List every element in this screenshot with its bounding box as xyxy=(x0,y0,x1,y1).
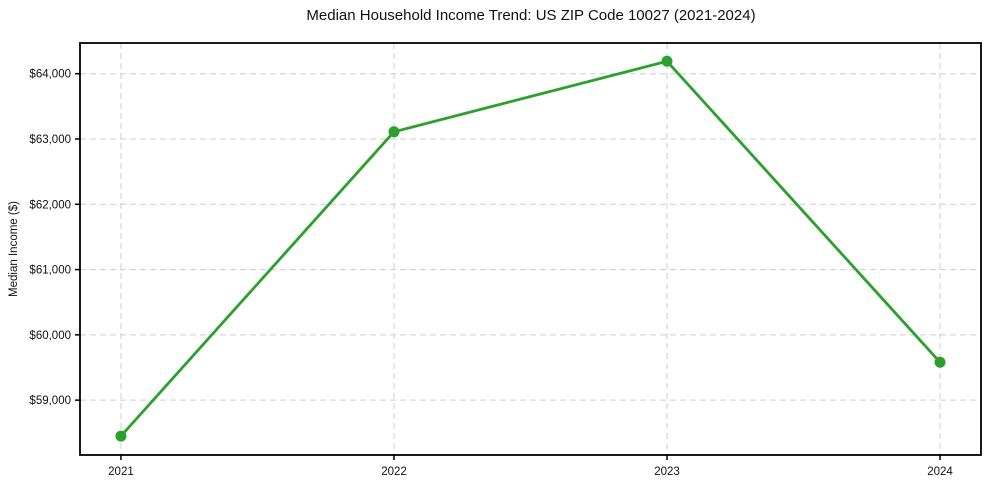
plot-border xyxy=(79,42,982,456)
data-point xyxy=(934,356,946,368)
data-point xyxy=(115,430,127,442)
y-tick-label: $63,000 xyxy=(29,134,71,146)
y-tick-label: $61,000 xyxy=(29,265,71,277)
x-tick-label: 2022 xyxy=(381,466,407,478)
x-tick-label: 2024 xyxy=(927,466,953,478)
data-point xyxy=(388,126,400,138)
x-tick-label: 2023 xyxy=(654,466,680,478)
x-tick-label: 2021 xyxy=(108,466,134,478)
y-tick-label: $64,000 xyxy=(29,69,71,81)
data-point xyxy=(661,55,673,67)
y-tick-label: $60,000 xyxy=(29,330,71,342)
y-tick-label: $59,000 xyxy=(29,395,71,407)
chart-title: Median Household Income Trend: US ZIP Co… xyxy=(306,7,756,24)
y-tick-label: $62,000 xyxy=(29,199,71,211)
trend-line xyxy=(119,59,942,438)
